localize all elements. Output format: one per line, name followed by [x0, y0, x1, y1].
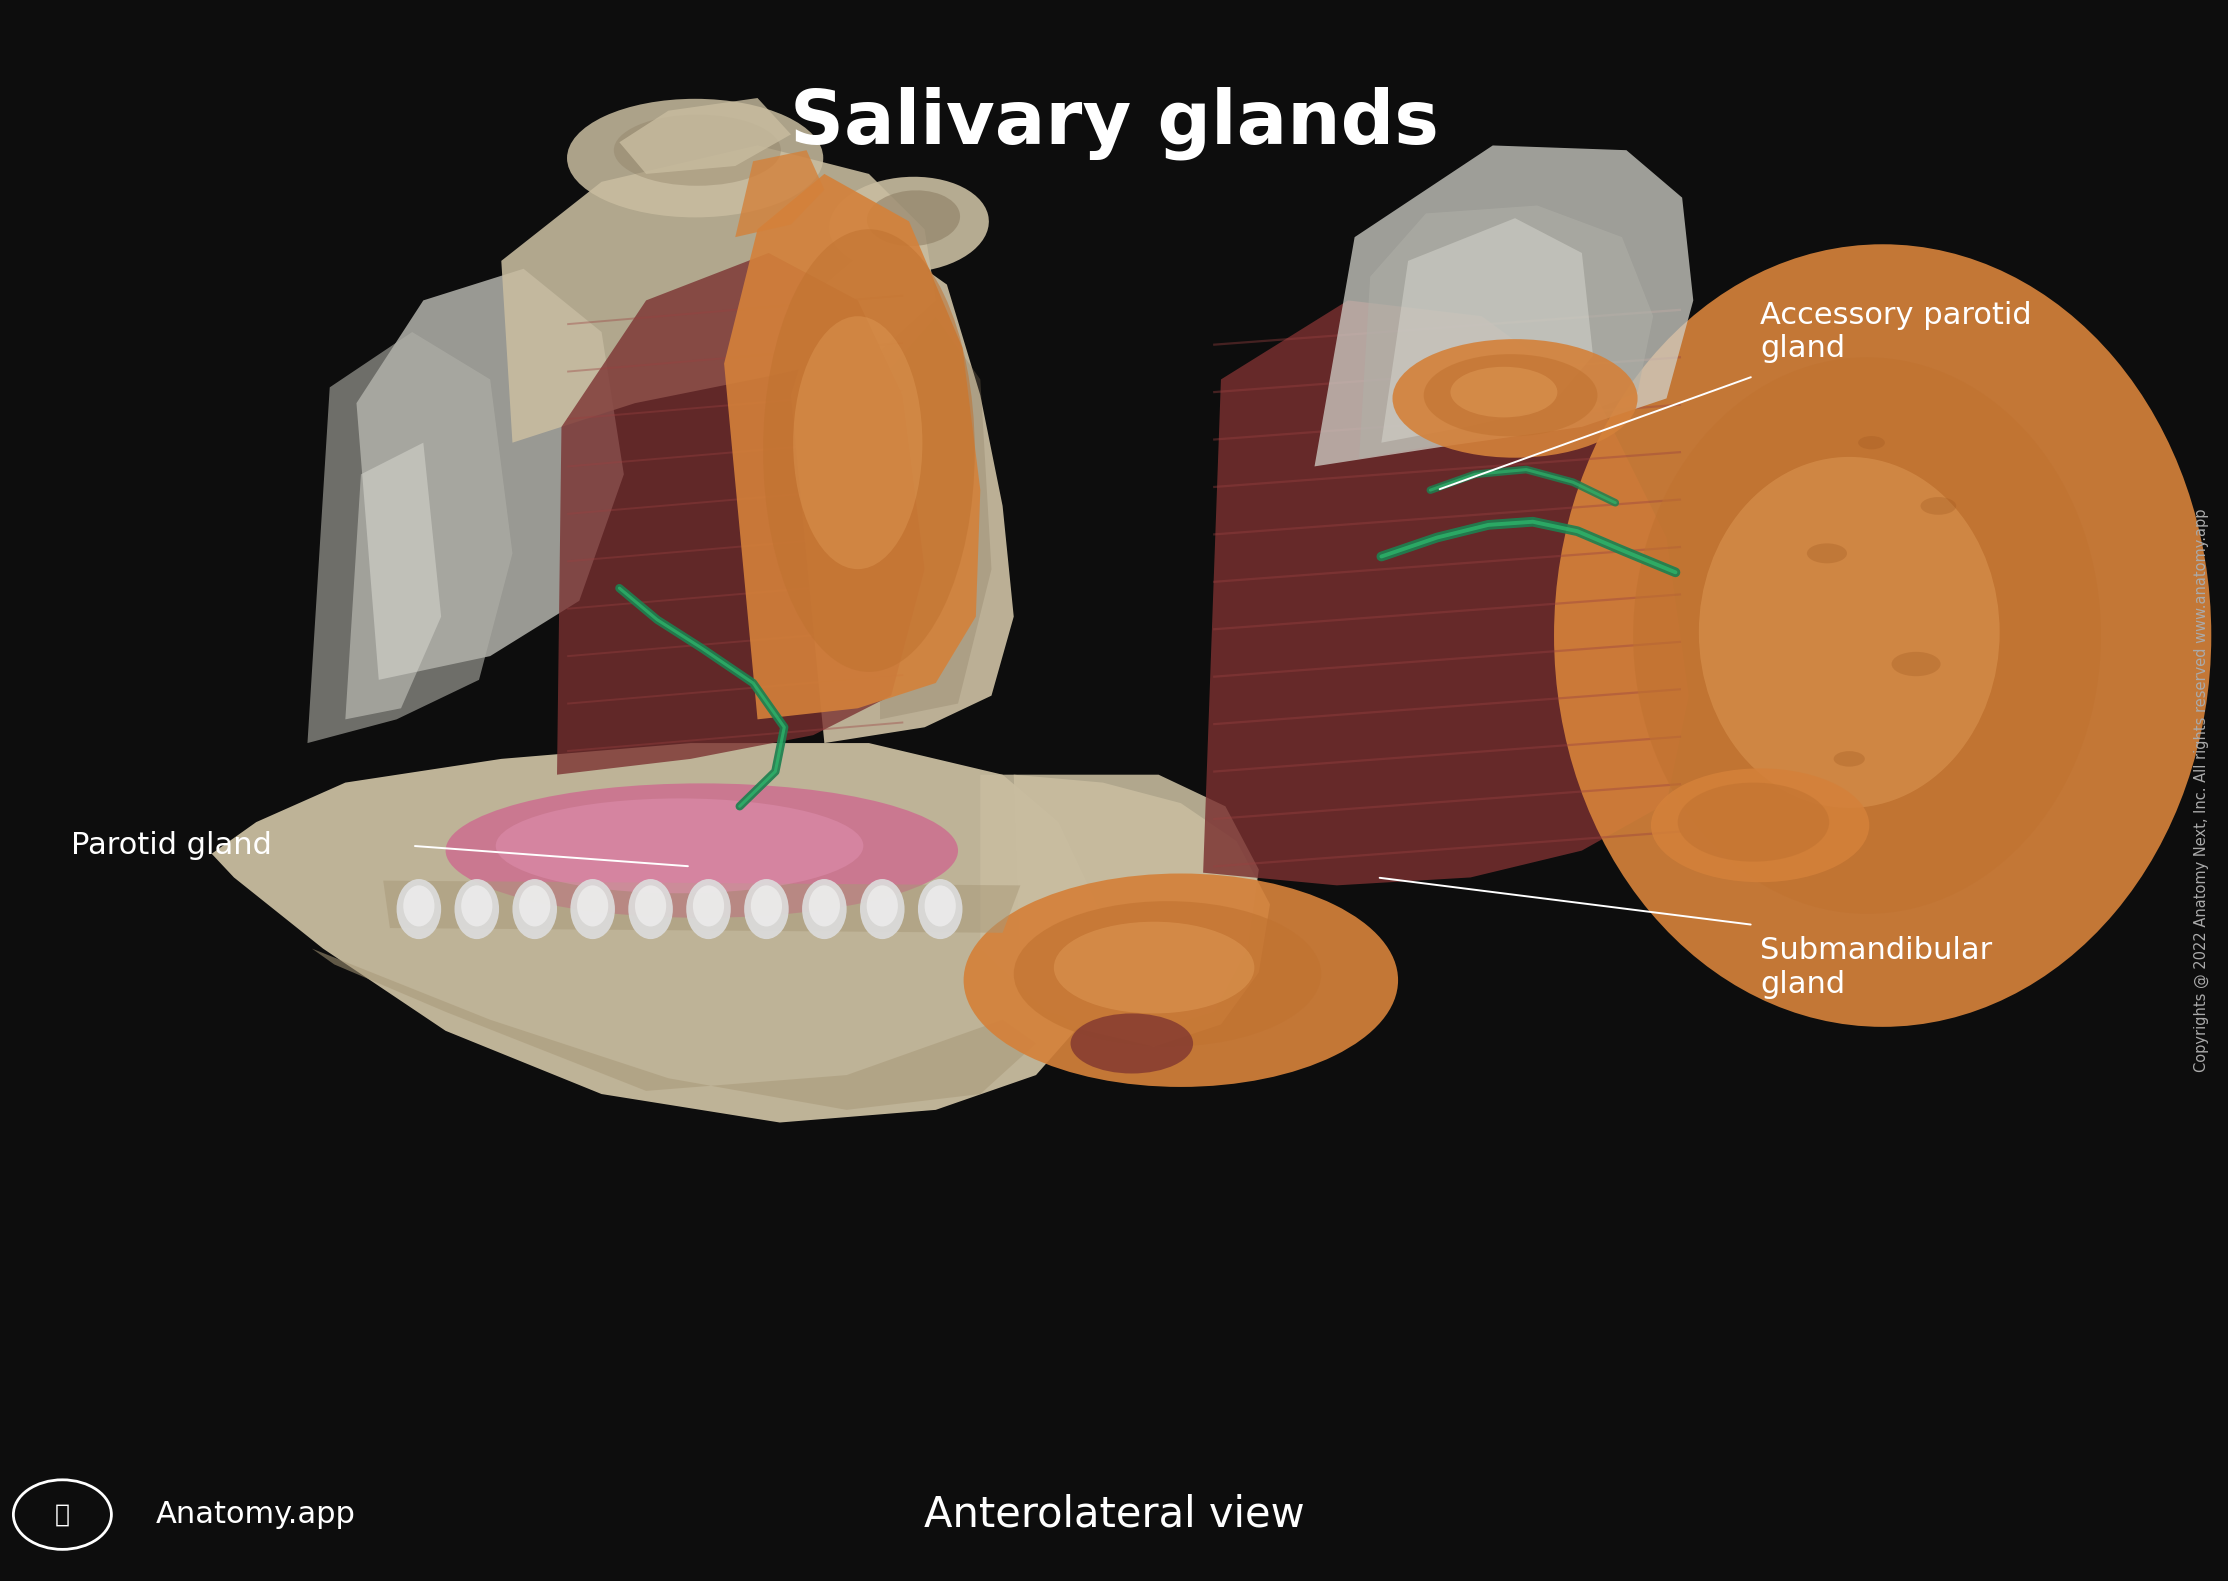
Ellipse shape [446, 783, 958, 917]
Ellipse shape [403, 885, 434, 926]
Polygon shape [212, 743, 1103, 1123]
Ellipse shape [615, 114, 782, 185]
Polygon shape [1315, 145, 1693, 466]
Polygon shape [501, 145, 936, 443]
Polygon shape [735, 150, 824, 237]
Ellipse shape [686, 879, 731, 939]
Ellipse shape [461, 885, 492, 926]
Ellipse shape [751, 885, 782, 926]
Polygon shape [880, 316, 991, 719]
Ellipse shape [1834, 751, 1865, 767]
Ellipse shape [519, 885, 550, 926]
Ellipse shape [867, 885, 898, 926]
Ellipse shape [1698, 457, 2001, 808]
Text: 🧠: 🧠 [56, 1502, 69, 1527]
Text: Parotid gland: Parotid gland [71, 832, 272, 860]
Ellipse shape [1633, 357, 2101, 914]
Text: Submandibular
gland: Submandibular gland [1760, 936, 1992, 999]
Ellipse shape [512, 879, 557, 939]
Polygon shape [1381, 218, 1593, 443]
Polygon shape [557, 253, 925, 775]
Ellipse shape [1424, 354, 1597, 436]
Ellipse shape [1678, 783, 1829, 862]
Ellipse shape [867, 190, 960, 247]
Text: Copyrights @ 2022 Anatomy Next, Inc. All rights reserved www.anatomy.app: Copyrights @ 2022 Anatomy Next, Inc. All… [2195, 509, 2208, 1072]
Ellipse shape [744, 879, 789, 939]
Polygon shape [1203, 300, 1689, 885]
Ellipse shape [1858, 436, 1885, 449]
Ellipse shape [693, 885, 724, 926]
Ellipse shape [1450, 367, 1557, 417]
Ellipse shape [397, 879, 441, 939]
Polygon shape [307, 332, 512, 743]
Ellipse shape [1553, 243, 2210, 1028]
Ellipse shape [570, 879, 615, 939]
Polygon shape [980, 775, 1259, 1036]
Ellipse shape [809, 885, 840, 926]
Ellipse shape [495, 798, 862, 893]
Text: Salivary glands: Salivary glands [789, 87, 1439, 160]
Ellipse shape [793, 316, 922, 569]
Ellipse shape [566, 98, 824, 217]
Ellipse shape [860, 879, 905, 939]
Polygon shape [1014, 775, 1270, 1047]
Polygon shape [383, 881, 1020, 933]
Ellipse shape [1892, 651, 1941, 677]
Ellipse shape [1392, 340, 1638, 458]
Ellipse shape [925, 885, 956, 926]
Text: Accessory parotid
gland: Accessory parotid gland [1760, 300, 2032, 364]
Ellipse shape [1807, 544, 1847, 563]
Ellipse shape [1072, 1013, 1194, 1073]
Polygon shape [1359, 206, 1653, 458]
Ellipse shape [802, 879, 847, 939]
Ellipse shape [455, 879, 499, 939]
Polygon shape [791, 237, 1014, 743]
Ellipse shape [829, 177, 989, 272]
Ellipse shape [1054, 922, 1254, 1013]
Ellipse shape [1921, 496, 1956, 515]
Ellipse shape [965, 873, 1399, 1088]
Polygon shape [724, 174, 980, 719]
Ellipse shape [1014, 901, 1321, 1047]
Ellipse shape [628, 879, 673, 939]
Text: Anterolateral view: Anterolateral view [925, 1494, 1303, 1535]
Ellipse shape [577, 885, 608, 926]
Ellipse shape [918, 879, 962, 939]
Ellipse shape [762, 229, 976, 672]
Ellipse shape [635, 885, 666, 926]
Text: Anatomy.app: Anatomy.app [156, 1500, 356, 1529]
Polygon shape [356, 269, 624, 680]
Polygon shape [345, 443, 441, 719]
Polygon shape [312, 949, 1036, 1110]
Polygon shape [619, 98, 791, 174]
Ellipse shape [1651, 768, 1869, 882]
